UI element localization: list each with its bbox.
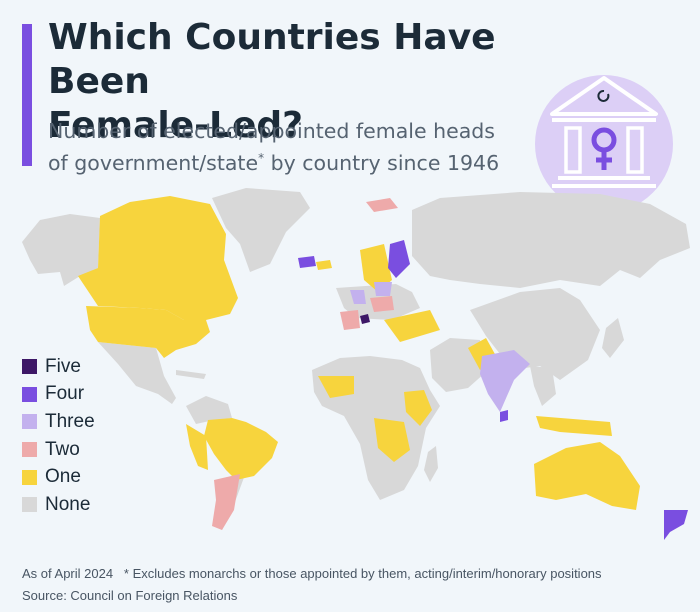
alaska bbox=[22, 214, 100, 286]
legend-label: Five bbox=[45, 355, 81, 377]
east-africa bbox=[404, 390, 432, 426]
legend-swatch-none bbox=[22, 497, 37, 513]
argentina-chile bbox=[212, 474, 240, 530]
india bbox=[480, 350, 530, 412]
legend-swatch-three bbox=[22, 414, 37, 430]
scandinavia bbox=[360, 244, 392, 292]
western-europe-three bbox=[350, 290, 366, 304]
canada bbox=[78, 196, 238, 320]
footnote: As of April 2024 * Excludes monarchs or … bbox=[22, 566, 602, 581]
norway-islands bbox=[298, 256, 316, 268]
legend: Five Four Three Two One None bbox=[22, 353, 95, 519]
legend-swatch-five bbox=[22, 359, 37, 375]
countries-four bbox=[298, 240, 688, 540]
source-note: Source: Council on Foreign Relations bbox=[22, 588, 238, 603]
west-africa bbox=[318, 376, 354, 398]
legend-swatch-two bbox=[22, 442, 37, 458]
countries-five bbox=[360, 314, 370, 324]
countries-one bbox=[78, 196, 640, 510]
legend-item-five: Five bbox=[22, 353, 95, 381]
west-andes bbox=[186, 424, 208, 470]
subtitle-line-1: Number of elected/appointed female heads bbox=[48, 119, 495, 143]
subtitle-footnote-marker: * bbox=[258, 151, 265, 165]
title-line-2: Female-Led? bbox=[48, 105, 304, 146]
iceland bbox=[316, 260, 332, 270]
caribbean-islands bbox=[176, 370, 206, 379]
page-title: Which Countries Have Been Female-Led? bbox=[48, 16, 568, 148]
new-guinea-indonesia bbox=[536, 416, 612, 436]
northern-russia bbox=[412, 192, 690, 288]
legend-swatch-one bbox=[22, 469, 37, 485]
sri-lanka bbox=[500, 410, 508, 422]
eastern-europe-belt bbox=[384, 310, 440, 342]
legend-label: One bbox=[45, 466, 81, 488]
central-europe-three bbox=[374, 282, 392, 296]
legend-label: None bbox=[45, 493, 91, 515]
world-map bbox=[22, 188, 690, 540]
switzerland bbox=[360, 314, 370, 324]
australia bbox=[534, 442, 640, 510]
legend-swatch-four bbox=[22, 386, 37, 402]
legend-label: Two bbox=[45, 438, 80, 460]
countries-two bbox=[212, 198, 398, 530]
mexico-central-america bbox=[98, 342, 176, 404]
new-zealand bbox=[664, 510, 688, 540]
title-line-1: Which Countries Have Been bbox=[48, 17, 496, 102]
svalbard bbox=[366, 198, 398, 212]
brazil bbox=[204, 418, 278, 480]
united-states bbox=[86, 306, 210, 358]
madagascar bbox=[424, 446, 438, 482]
finland bbox=[388, 240, 410, 278]
title-accent-bar bbox=[22, 24, 32, 166]
government-building-female-symbol-icon bbox=[535, 75, 673, 213]
legend-item-none: None bbox=[22, 491, 95, 519]
south-america-north bbox=[186, 396, 232, 424]
southern-africa bbox=[374, 418, 410, 462]
legend-item-two: Two bbox=[22, 436, 95, 464]
japan bbox=[602, 318, 624, 358]
legend-label: Three bbox=[45, 410, 95, 432]
poland-baltic bbox=[370, 296, 394, 312]
subtitle-line-2b: by country since 1946 bbox=[264, 150, 500, 175]
countries-three bbox=[350, 282, 530, 412]
greenland bbox=[212, 188, 310, 272]
subtitle-line-2a: of government/state bbox=[48, 150, 259, 175]
legend-item-three: Three bbox=[22, 408, 95, 436]
mainland-southeast-asia bbox=[530, 366, 556, 406]
legend-item-four: Four bbox=[22, 381, 95, 409]
legend-item-one: One bbox=[22, 463, 95, 491]
france-region bbox=[340, 310, 360, 330]
page-subtitle: Number of elected/appointed female heads… bbox=[48, 118, 528, 177]
legend-label: Four bbox=[45, 383, 85, 405]
